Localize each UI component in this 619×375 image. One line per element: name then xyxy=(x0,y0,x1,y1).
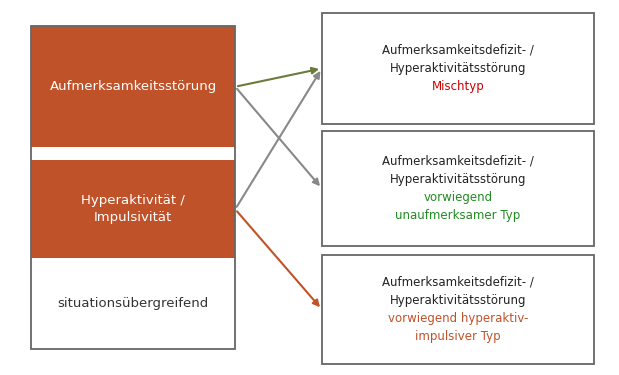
Text: Hyperaktivität /
Impulsivität: Hyperaktivität / Impulsivität xyxy=(81,194,185,224)
Bar xyxy=(31,26,235,349)
Text: Hyperaktivitätsstörung: Hyperaktivitätsstörung xyxy=(390,294,526,307)
Bar xyxy=(31,26,235,147)
Bar xyxy=(31,147,235,160)
Text: Aufmerksamkeitsstörung: Aufmerksamkeitsstörung xyxy=(50,80,217,93)
Text: Aufmerksamkeitsdefizit- /: Aufmerksamkeitsdefizit- / xyxy=(382,276,534,289)
Text: Mischtyp: Mischtyp xyxy=(431,80,485,93)
Text: unaufmerksamer Typ: unaufmerksamer Typ xyxy=(396,209,521,222)
Text: vorwiegend hyperaktiv-: vorwiegend hyperaktiv- xyxy=(388,312,528,325)
Text: impulsiver Typ: impulsiver Typ xyxy=(415,330,501,343)
Bar xyxy=(31,160,235,258)
Text: Hyperaktivitätsstörung: Hyperaktivitätsstörung xyxy=(390,62,526,75)
Text: vorwiegend: vorwiegend xyxy=(423,191,493,204)
Bar xyxy=(31,258,235,349)
Text: Hyperaktivitätsstörung: Hyperaktivitätsstörung xyxy=(390,173,526,186)
Text: Aufmerksamkeitsdefizit- /: Aufmerksamkeitsdefizit- / xyxy=(382,155,534,168)
Bar xyxy=(322,13,594,124)
Bar xyxy=(322,131,594,246)
Text: situationsübergreifend: situationsübergreifend xyxy=(58,297,209,310)
Bar xyxy=(322,255,594,364)
Text: Aufmerksamkeitsdefizit- /: Aufmerksamkeitsdefizit- / xyxy=(382,44,534,57)
